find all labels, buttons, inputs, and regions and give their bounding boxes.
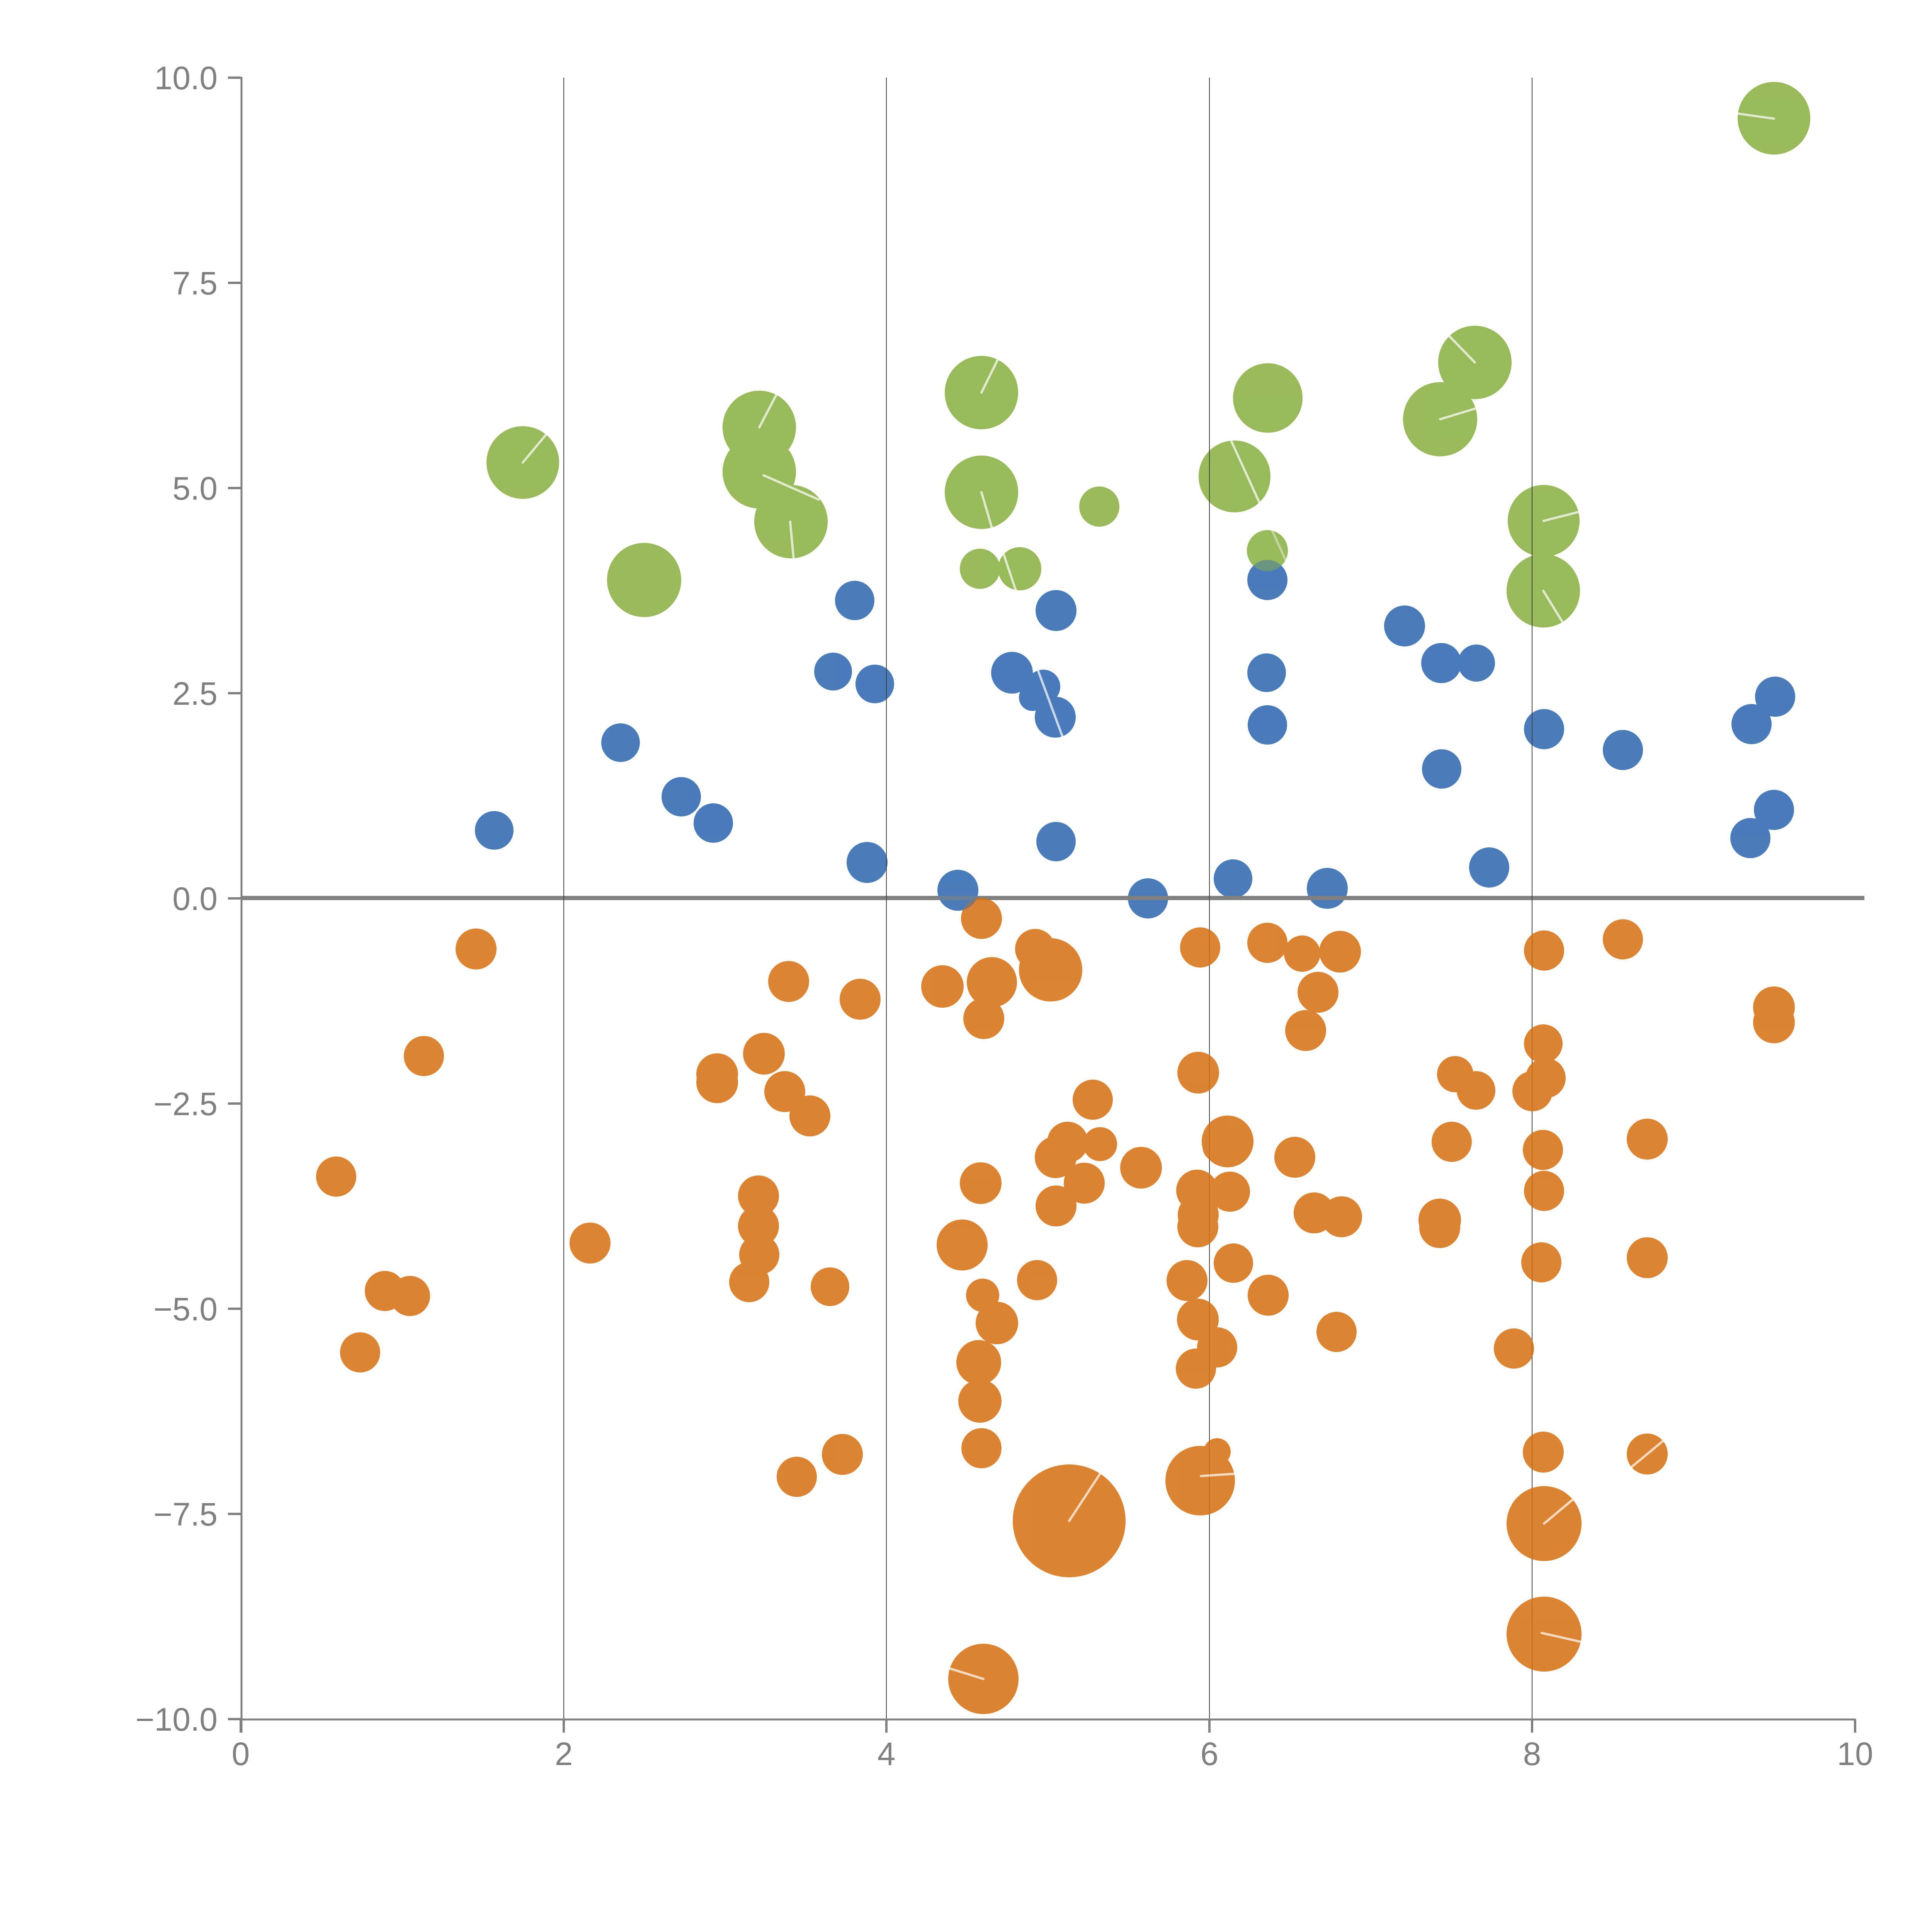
svg-text:7.5: 7.5 (172, 265, 218, 301)
svg-text:0.0: 0.0 (172, 881, 218, 917)
svg-text:−7.5: −7.5 (153, 1496, 218, 1532)
svg-text:8: 8 (1523, 1736, 1541, 1772)
svg-text:10.0: 10.0 (155, 60, 218, 96)
svg-text:0: 0 (232, 1736, 250, 1772)
svg-text:2: 2 (555, 1736, 573, 1772)
svg-text:4: 4 (878, 1736, 896, 1772)
svg-text:−2.5: −2.5 (153, 1086, 218, 1122)
svg-text:2.5: 2.5 (172, 675, 218, 712)
svg-text:10: 10 (1837, 1736, 1873, 1772)
svg-text:−10.0: −10.0 (135, 1701, 218, 1738)
svg-text:6: 6 (1201, 1736, 1219, 1772)
svg-text:5.0: 5.0 (172, 470, 218, 507)
svg-text:−5.0: −5.0 (153, 1291, 218, 1327)
